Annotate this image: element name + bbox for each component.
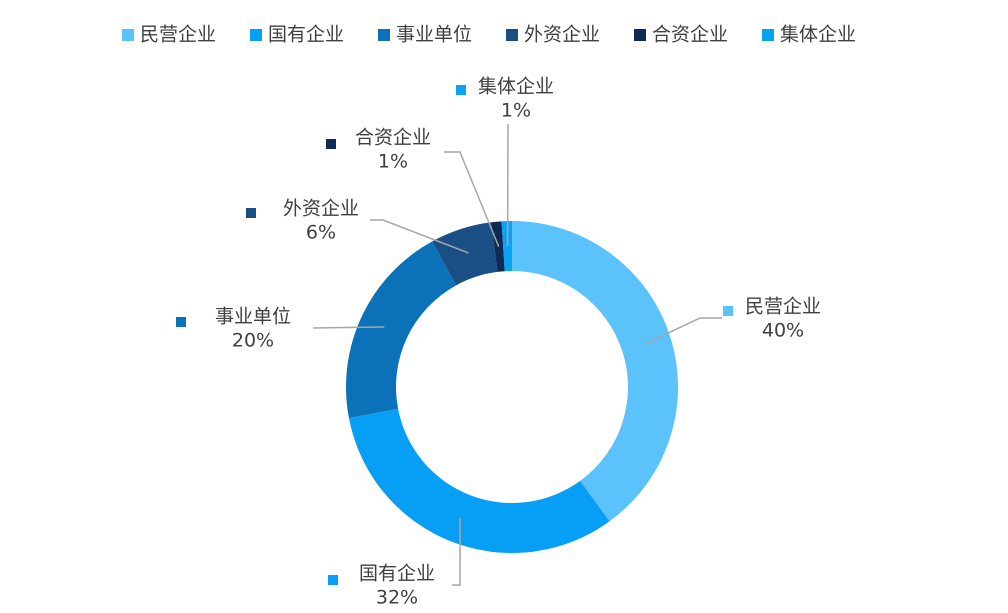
label-swatch — [456, 85, 466, 95]
leader-line — [313, 327, 384, 328]
legend-swatch — [122, 29, 134, 41]
data-label-name: 外资企业 — [283, 198, 359, 220]
data-label-value: 1% — [501, 100, 531, 122]
legend-label: 外资企业 — [524, 24, 600, 46]
legend-label: 合资企业 — [652, 24, 728, 46]
donut-slice — [346, 242, 456, 419]
legend-swatch — [250, 29, 262, 41]
donut-slice — [512, 221, 678, 521]
legend-label: 集体企业 — [780, 24, 856, 46]
label-swatch — [723, 306, 733, 316]
label-swatch — [328, 575, 338, 585]
legend-swatch — [762, 29, 774, 41]
label-swatch — [176, 317, 186, 327]
data-label-value: 32% — [376, 587, 418, 609]
legend-swatch — [634, 29, 646, 41]
label-swatch — [246, 208, 256, 218]
label-swatch — [326, 139, 336, 149]
legend-swatch — [378, 29, 390, 41]
data-label-name: 合资企业 — [355, 127, 431, 149]
data-label-value: 40% — [762, 320, 804, 342]
legend-swatch — [506, 29, 518, 41]
data-label-value: 6% — [306, 222, 336, 244]
legend-label: 事业单位 — [396, 24, 472, 46]
data-label-name: 民营企业 — [745, 296, 821, 318]
data-label-name: 国有企业 — [359, 563, 435, 585]
data-label-name: 集体企业 — [478, 76, 554, 98]
data-label-value: 20% — [232, 330, 274, 352]
data-label-value: 1% — [378, 151, 408, 173]
legend-label: 民营企业 — [140, 24, 216, 46]
legend-label: 国有企业 — [268, 24, 344, 46]
donut-slice — [349, 409, 610, 553]
data-label-name: 事业单位 — [215, 306, 291, 328]
